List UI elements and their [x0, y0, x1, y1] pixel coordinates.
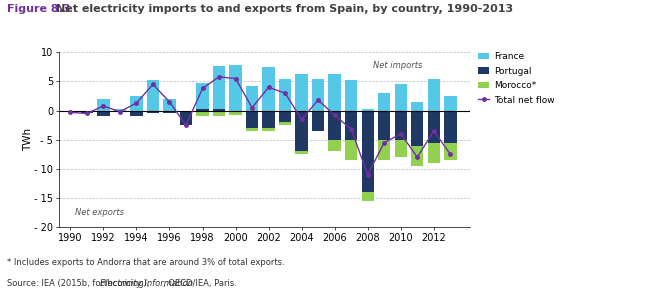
Bar	[246, 111, 259, 128]
Bar	[362, 192, 374, 201]
Bar	[394, 140, 407, 157]
Bar	[279, 79, 291, 111]
Bar	[180, 111, 192, 125]
Bar	[163, 99, 176, 111]
Text: Source: IEA (2015b, forthcoming),: Source: IEA (2015b, forthcoming),	[7, 279, 151, 288]
Bar	[362, 111, 374, 192]
Bar	[328, 140, 341, 151]
Text: Electricity Information: Electricity Information	[100, 279, 193, 288]
Bar	[279, 111, 291, 122]
Bar	[163, 111, 176, 113]
Bar	[444, 96, 456, 111]
Bar	[394, 84, 407, 111]
Text: Figure 8.3: Figure 8.3	[7, 4, 70, 14]
Bar	[345, 111, 357, 140]
Bar	[130, 111, 142, 116]
Bar	[362, 109, 374, 111]
Bar	[213, 111, 225, 116]
Bar	[378, 140, 390, 160]
Bar	[312, 79, 325, 111]
Bar	[312, 111, 325, 131]
Bar	[279, 122, 291, 125]
Text: , OECD/IEA, Paris.: , OECD/IEA, Paris.	[163, 279, 237, 288]
Bar	[295, 111, 308, 151]
Bar	[114, 109, 126, 111]
Bar	[147, 80, 159, 111]
Bar	[345, 80, 357, 111]
Bar	[378, 93, 390, 111]
Bar	[428, 143, 440, 163]
Bar	[197, 109, 209, 111]
Bar	[229, 65, 242, 111]
Bar	[213, 66, 225, 109]
Bar	[263, 128, 275, 131]
Bar	[394, 111, 407, 140]
Bar	[411, 102, 424, 111]
Bar	[411, 146, 424, 166]
Text: Net electricity imports to and exports from Spain, by country, 1990-2013: Net electricity imports to and exports f…	[56, 4, 513, 14]
Y-axis label: TWh: TWh	[23, 128, 33, 151]
Bar	[444, 111, 456, 143]
Text: Net imports: Net imports	[373, 61, 422, 70]
Bar	[428, 111, 440, 143]
Bar	[428, 79, 440, 111]
Bar	[328, 74, 341, 111]
Text: Net exports: Net exports	[75, 208, 124, 217]
Text: * Includes exports to Andorra that are around 3% of total exports.: * Includes exports to Andorra that are a…	[7, 258, 284, 267]
Bar	[246, 86, 259, 111]
Bar	[197, 111, 209, 116]
Bar	[197, 83, 209, 109]
Bar	[97, 99, 110, 111]
Bar	[444, 143, 456, 160]
Bar	[81, 111, 93, 113]
Bar	[411, 111, 424, 146]
Bar	[246, 128, 259, 131]
Bar	[229, 111, 242, 115]
Bar	[295, 151, 308, 154]
Bar	[114, 111, 126, 112]
Bar	[263, 111, 275, 128]
Bar	[295, 74, 308, 111]
Bar	[378, 111, 390, 140]
Bar	[97, 111, 110, 116]
Bar	[147, 111, 159, 113]
Bar	[263, 67, 275, 111]
Bar	[130, 96, 142, 111]
Legend: France, Portugal, Morocco*, Total net flow: France, Portugal, Morocco*, Total net fl…	[479, 52, 554, 105]
Bar	[345, 140, 357, 160]
Bar	[213, 109, 225, 111]
Bar	[328, 111, 341, 140]
